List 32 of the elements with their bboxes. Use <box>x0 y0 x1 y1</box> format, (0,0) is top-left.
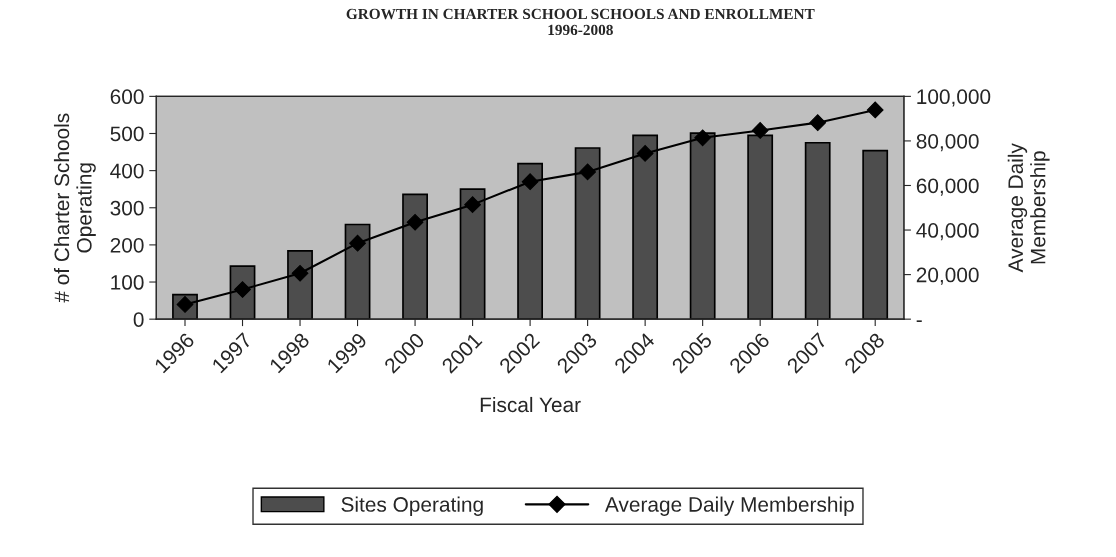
y2-tick-label: 40,000 <box>916 223 979 241</box>
y2-axis-title: Average Daily Membership <box>1007 143 1050 273</box>
bar <box>862 149 889 320</box>
point <box>636 145 654 162</box>
legend-label: Sites Operating <box>341 496 483 516</box>
point <box>866 101 884 119</box>
y2-tick-label: - <box>916 320 922 322</box>
y2-tick-label: 60,000 <box>916 178 979 196</box>
point <box>809 114 827 132</box>
point <box>751 122 769 139</box>
y-axis-title: # of Charter Schools Operating <box>53 113 96 303</box>
y-tick-label: 200 <box>110 237 144 253</box>
point <box>349 234 366 252</box>
x-axis-title: Fiscal Year <box>480 396 581 413</box>
y-tick-label: 300 <box>110 200 144 216</box>
point <box>291 264 309 282</box>
y-tick-label: 100 <box>111 275 144 290</box>
y2-tick-label: 100,000 <box>917 89 991 107</box>
bar <box>804 141 831 320</box>
y2-tick-label: 80,000 <box>916 133 979 152</box>
point <box>406 213 424 231</box>
y2-tick-label: 20,000 <box>916 267 979 285</box>
y-tick-label: 500 <box>110 126 144 142</box>
legend-label: Average Daily Membership <box>604 496 854 516</box>
chart-title: GROWTH IN CHARTER SCHOOL SCHOOLS AND ENROLLMENT 1996-2008 <box>346 8 815 36</box>
point <box>521 173 539 191</box>
point <box>579 163 596 181</box>
y-tick-label: 400 <box>110 163 144 179</box>
point <box>694 129 712 147</box>
y-tick-label: 600 <box>110 89 144 105</box>
y-tick-label: 0 <box>133 312 144 327</box>
point <box>464 196 481 214</box>
